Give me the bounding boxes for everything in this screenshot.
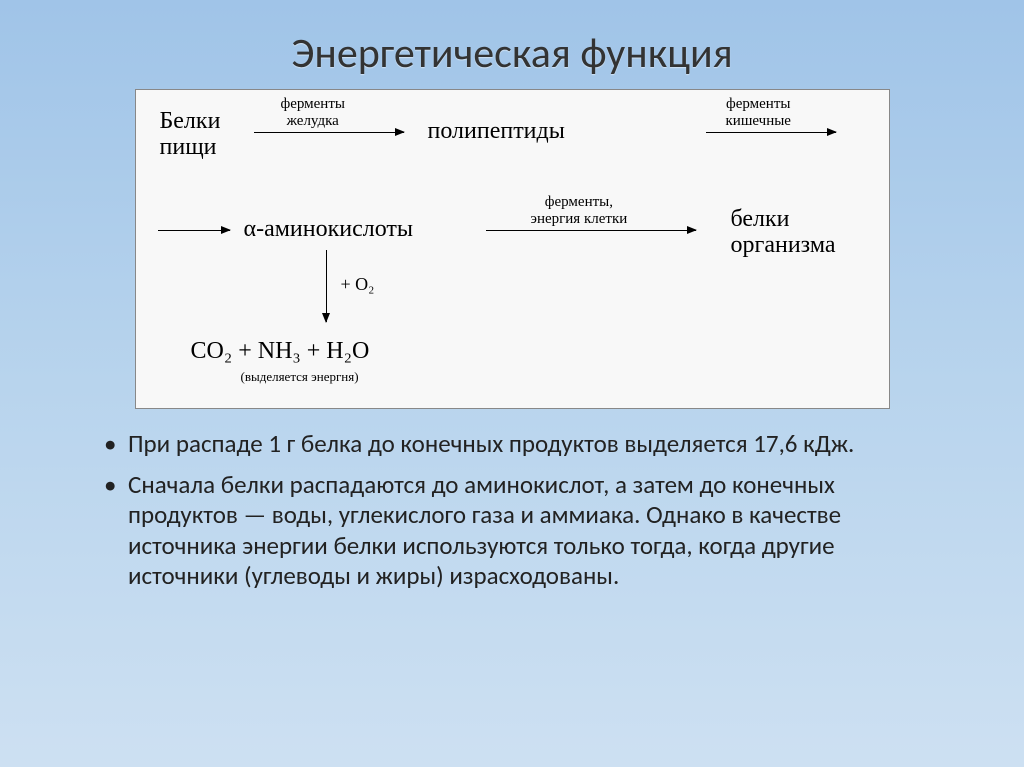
arrow-icon: [158, 230, 230, 231]
list-item: Сначала белки распадаются до аминокислот…: [100, 470, 924, 592]
label-enzyme-stomach: ферменты желудка: [281, 96, 345, 129]
page-title: Энергетическая функция: [50, 28, 974, 79]
bullet-list: При распаде 1 г белка до конечных продук…: [50, 429, 974, 592]
arrow-down-icon: [326, 250, 327, 322]
arrow-icon: [486, 230, 696, 231]
arrow-icon: [706, 132, 836, 133]
node-amino-acids: α-аминокислоты: [244, 216, 414, 242]
node-body-proteins: белки организма: [731, 206, 836, 259]
label-energy-released: (выделяется энергня): [241, 370, 359, 384]
node-products: CO₂ + NH₃ + H₂O: [191, 338, 370, 364]
diagram-flowchart: Белки пищи ферменты желудка полипептиды …: [135, 89, 890, 409]
slide: Энергетическая функция Белки пищи фермен…: [0, 0, 1024, 767]
label-enzyme-cell: ферменты, энергия клетки: [531, 194, 628, 227]
label-enzyme-intestinal: ферменты кишечные: [726, 96, 791, 129]
label-plus-o2: + О₂: [341, 275, 375, 295]
arrow-icon: [254, 132, 404, 133]
node-polypeptides: полипептиды: [428, 118, 565, 144]
node-food-proteins: Белки пищи: [160, 108, 221, 161]
list-item: При распаде 1 г белка до конечных продук…: [100, 429, 924, 460]
